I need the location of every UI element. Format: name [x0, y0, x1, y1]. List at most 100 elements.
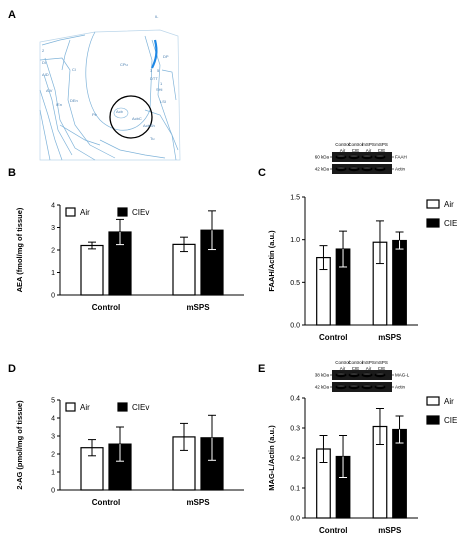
y-tick-label: 2	[51, 248, 55, 255]
atlas-label: Tu	[150, 136, 155, 141]
blot-lane-label: Control	[348, 360, 363, 365]
category-label: mSPS	[186, 498, 210, 507]
atlas-label: DEn	[70, 98, 78, 103]
panel-letter-a: A	[8, 9, 16, 21]
panel-letter-e: E	[258, 363, 265, 375]
panel-letter-b: B	[8, 167, 16, 179]
category-label: mSPS	[378, 526, 402, 535]
blot-band-highlight	[337, 373, 345, 375]
blot-protein-label: Actin	[395, 167, 406, 172]
category-label: Control	[92, 498, 120, 507]
atlas-label: AIV	[46, 88, 53, 93]
atlas-label: 2	[42, 48, 45, 53]
blot-lane-label: CIE	[378, 366, 386, 371]
blot-lane-label: mSPS	[362, 142, 375, 147]
blot-band-highlight	[376, 155, 384, 157]
bar-cie-msps	[392, 239, 407, 326]
atlas-label: CPu	[120, 62, 128, 67]
y-tick-label: 0.1	[290, 486, 300, 493]
y-axis-label: MAG-L/Actin (a.u.)	[267, 425, 276, 491]
legend-label-ciev: CIEv	[132, 208, 149, 217]
legend-label-air: Air	[80, 208, 90, 217]
y-tick-label: 3	[51, 434, 55, 441]
blot-band-highlight	[350, 373, 358, 375]
legend-swatch-cie	[426, 415, 440, 425]
blot-marker-label: 42 kDa	[315, 385, 330, 390]
y-tick-label: 1.5	[290, 195, 300, 202]
atlas-label: DTT	[150, 76, 158, 81]
y-tick-label: 0.4	[290, 396, 300, 403]
blot-lane-label: Air	[366, 366, 372, 371]
blot-band-highlight	[363, 373, 371, 375]
legend-label-cie: CIE	[444, 219, 457, 228]
y-tick-label: 0	[51, 488, 55, 495]
panel-letter-d: D	[8, 363, 16, 375]
y-tick-label: 0.5	[290, 280, 300, 287]
atlas-outline	[39, 29, 181, 161]
y-tick-label: 0.0	[290, 516, 300, 523]
y-tick-label: 2	[51, 452, 55, 459]
blot-protein-label: FAAH	[395, 155, 407, 160]
panel-letter-c: C	[258, 167, 266, 179]
atlas-accent-tract	[151, 39, 158, 69]
legend-swatch-air	[426, 199, 440, 209]
legend-label-air: Air	[80, 403, 90, 412]
blot-protein-label: Actin	[395, 385, 406, 390]
bar-air-control	[80, 244, 104, 296]
atlas-label: 1	[160, 81, 163, 86]
atlas-label: DI	[42, 60, 46, 65]
blot-band-highlight	[363, 155, 371, 157]
blot-lane-label: Air	[340, 366, 346, 371]
blot-lane-label: Air	[366, 148, 372, 153]
category-label: mSPS	[378, 333, 402, 342]
blot-band-highlight	[363, 167, 371, 169]
y-tick-label: 0.2	[290, 456, 300, 463]
y-tick-label: 1.0	[290, 237, 300, 244]
atlas-label: 3	[150, 68, 153, 73]
legend-swatch-ciev	[117, 207, 128, 217]
blot-band-highlight	[350, 155, 358, 157]
blot-lane-label: Air	[340, 148, 346, 153]
y-tick-label: 5	[51, 398, 55, 405]
atlas-label: Acb	[116, 109, 124, 114]
atlas-label: IL	[155, 14, 159, 19]
blot-lane-label: CIE	[352, 366, 360, 371]
y-tick-label: 3	[51, 225, 55, 232]
atlas-label: Pir	[92, 112, 98, 117]
atlas-label: DP	[163, 54, 169, 59]
blot-protein-label: MAG-L	[395, 373, 410, 378]
chart-d: 0 1 2 3 4 5 2-AG (pmol/mg of tissue) Control mSP…	[15, 398, 244, 507]
blot-marker-label: 42 kDa	[315, 167, 330, 172]
y-tick-label: 1	[51, 270, 55, 277]
blot-lane-label: mSPS	[375, 360, 388, 365]
y-tick-label: 0.3	[290, 426, 300, 433]
atlas-label: LSI	[160, 99, 166, 104]
atlas-label: SHi	[156, 87, 163, 92]
blot-band-highlight	[376, 385, 384, 387]
legend-label-ciev: CIEv	[132, 403, 149, 412]
blot-lane-label: Control	[348, 142, 363, 147]
atlas-label: Cl	[72, 67, 76, 72]
blot-band-highlight	[337, 385, 345, 387]
category-label: Control	[319, 526, 347, 535]
atlas-acb-core-outline	[113, 107, 129, 119]
atlas-region-circle	[109, 95, 153, 139]
legend-label-air: Air	[444, 397, 454, 406]
chart-e: 0.0 0.1 0.2 0.3 0.4 MAG-L/Actin (a.u.) Control…	[267, 360, 457, 535]
legend-label-cie: CIE	[444, 416, 457, 425]
y-tick-label: 0.0	[290, 323, 300, 330]
blot-marker-label: 60 kDa	[315, 155, 330, 160]
blot-band-highlight	[376, 373, 384, 375]
blot-lane-label: mSPS	[375, 142, 388, 147]
blot-lane-label: mSPS	[362, 360, 375, 365]
blot-band-highlight	[350, 385, 358, 387]
atlas-label: AcbC	[132, 116, 142, 121]
y-axis-label: 2-AG (pmol/mg of tissue)	[15, 400, 24, 490]
legend-swatch-air	[426, 396, 440, 406]
legend-label-air: Air	[444, 200, 454, 209]
